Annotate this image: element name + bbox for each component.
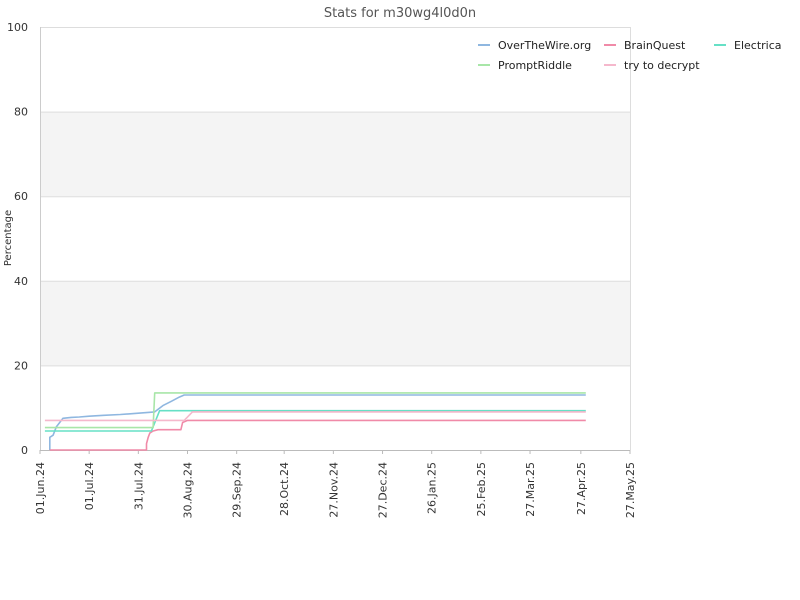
legend-label: try to decrypt (624, 59, 700, 72)
y-axis-title: Percentage (3, 210, 14, 266)
series-line-promptriddle (44, 392, 586, 429)
plot-band (40, 280, 630, 366)
x-tick-label: 27.Dec.24 (377, 462, 390, 518)
y-tick-label: 40 (14, 275, 28, 288)
chart-title: Stats for m30wg4l0d0n (324, 6, 476, 21)
x-tick-label: 27.Apr.25 (575, 462, 588, 515)
x-tick-label: 25.Feb.25 (475, 462, 488, 516)
x-tick-label: 27.Nov.24 (327, 462, 340, 518)
plot-band (40, 111, 630, 197)
axes (40, 27, 631, 451)
y-tick-label: 0 (21, 444, 28, 457)
x-tick-label: 29.Sep.24 (231, 462, 244, 518)
y-tick-label: 80 (14, 106, 28, 119)
legend: OverTheWire.org BrainQuest Electrica Prompt… (478, 39, 782, 72)
gridlines (40, 27, 630, 451)
series-line-overthewire-org (49, 394, 586, 450)
x-tick-label: 27.Mar.25 (524, 462, 537, 517)
series-line-brainquest (49, 419, 586, 451)
series-lines (44, 392, 586, 451)
x-tick-label: 31.Jul.24 (132, 462, 145, 510)
legend-label: BrainQuest (624, 39, 686, 52)
y-tick-label: 20 (14, 359, 28, 372)
series-line-try-to-decrypt (44, 411, 586, 422)
plot-background-bands (40, 111, 630, 366)
x-tick-label: 26.Jan.25 (426, 462, 439, 514)
legend-label: Electrica (734, 39, 782, 52)
x-tick-label: 30.Aug.24 (182, 462, 195, 518)
legend-label: PromptRiddle (498, 59, 572, 72)
x-tick-label: 01.Jul.24 (83, 462, 96, 510)
y-axis-tick-labels: 0 20 40 60 80 100 (7, 21, 28, 457)
x-tick-label: 01.Jun.24 (34, 462, 47, 514)
legend-label: OverTheWire.org (498, 39, 591, 52)
y-tick-label: 100 (7, 21, 28, 34)
y-tick-label: 60 (14, 190, 28, 203)
x-tick-label: 27.May.25 (624, 462, 637, 518)
x-tick-label: 28.Oct.24 (278, 462, 291, 516)
x-axis-tick-labels: 01.Jun.24 01.Jul.24 31.Jul.24 30.Aug.24 29.S… (34, 450, 637, 518)
